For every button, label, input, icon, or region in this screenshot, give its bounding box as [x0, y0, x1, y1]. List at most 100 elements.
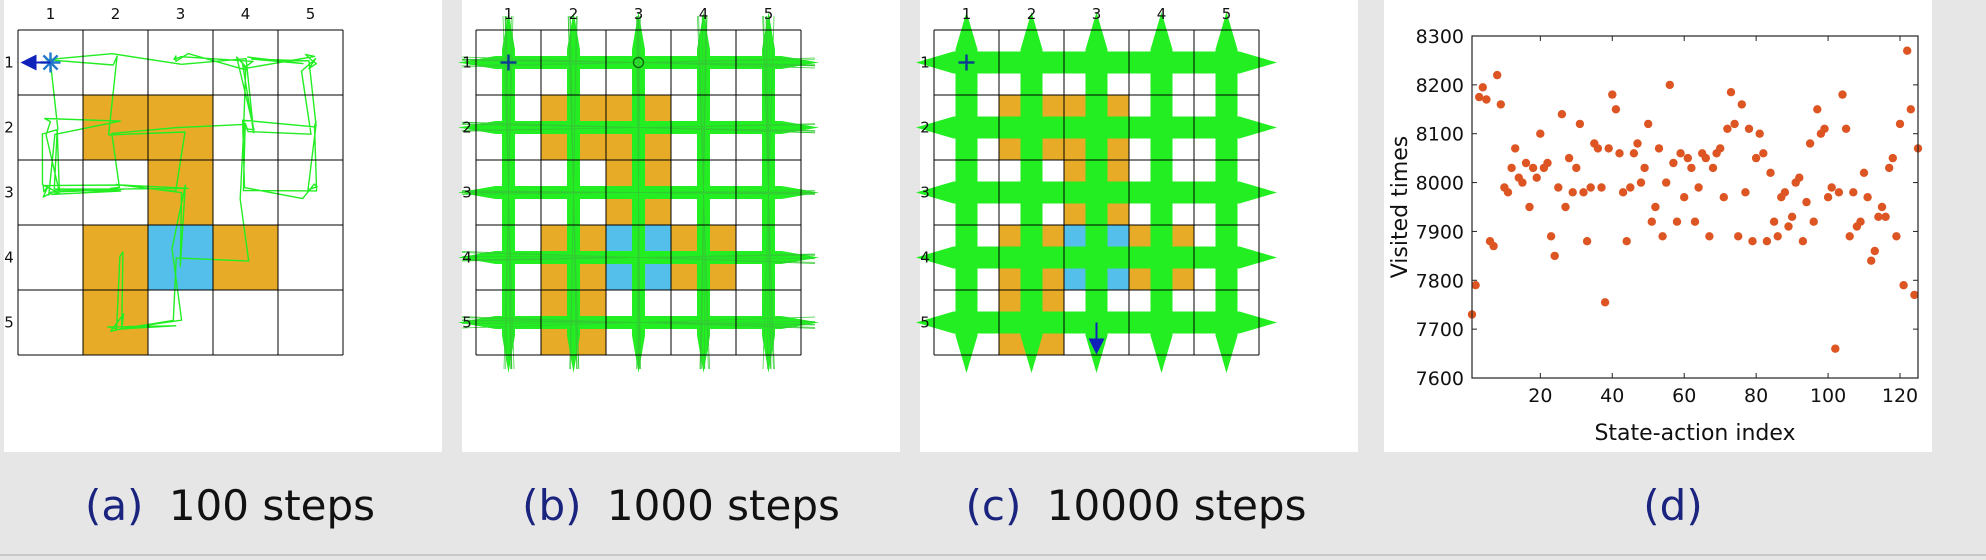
scatter-point [1730, 120, 1738, 128]
scatter-point [1565, 154, 1573, 162]
scatter-point [1608, 90, 1616, 98]
scatter-point [1630, 149, 1638, 157]
scatter-point [1824, 193, 1832, 201]
column-label: 5 [306, 5, 316, 23]
scatter-point [1705, 232, 1713, 240]
scatter-point [1831, 345, 1839, 353]
scatter-point [1896, 120, 1904, 128]
column-label: 3 [1092, 5, 1102, 23]
scatter-point [1867, 257, 1875, 265]
caption-tag: (d) [1643, 481, 1702, 530]
scatter-point [1828, 183, 1836, 191]
scatter-point [1752, 154, 1760, 162]
scatter-point [1673, 218, 1681, 226]
x-tick-label: 120 [1882, 385, 1918, 407]
scatter-point [1727, 88, 1735, 96]
scatter-point [1558, 110, 1566, 118]
scatter-point [1569, 188, 1577, 196]
scatter-point [1576, 120, 1584, 128]
scatter-point [1774, 232, 1782, 240]
row-label: 3 [4, 184, 14, 202]
scatter-point [1547, 232, 1555, 240]
scatter-point [1482, 95, 1490, 103]
scatter-point [1605, 144, 1613, 152]
captions: (a) 100 steps (b) 1000 steps (c) 10000 s… [85, 481, 1703, 530]
scatter-point [1838, 90, 1846, 98]
x-tick-label: 80 [1744, 385, 1768, 407]
scatter-point [1518, 178, 1526, 186]
scatter-point [1680, 193, 1688, 201]
scatter-point [1781, 188, 1789, 196]
scatter-point [1687, 164, 1695, 172]
caption-text: 10000 steps [1047, 481, 1307, 530]
scatter-point [1748, 237, 1756, 245]
scatter-point [1907, 105, 1915, 113]
y-tick-label: 8200 [1416, 75, 1464, 97]
scatter-point [1741, 188, 1749, 196]
scatter-point [1856, 218, 1864, 226]
scatter-point [1623, 237, 1631, 245]
column-label: 1 [962, 5, 972, 23]
caption-c: (c) 10000 steps [966, 481, 1307, 530]
row-label: 1 [462, 54, 472, 72]
scatter-point [1525, 203, 1533, 211]
scatter-point [1475, 93, 1483, 101]
scatter-point [1813, 105, 1821, 113]
caption-a: (a) 100 steps [85, 481, 375, 530]
scatter-point [1871, 247, 1879, 255]
scatter-point [1583, 237, 1591, 245]
scatter-point [1594, 144, 1602, 152]
row-label: 4 [4, 249, 14, 267]
row-label: 5 [920, 314, 930, 332]
scatter-point [1655, 144, 1663, 152]
scatter-point [1493, 71, 1501, 79]
x-tick-label: 100 [1810, 385, 1846, 407]
row-label: 3 [462, 184, 472, 202]
scatter-point [1745, 125, 1753, 133]
caption-b: (b) 1000 steps [522, 481, 840, 530]
scatter-point [1615, 149, 1623, 157]
y-tick-label: 8300 [1416, 26, 1464, 48]
scatter-point [1644, 120, 1652, 128]
scatter-point [1579, 188, 1587, 196]
scatter-point [1720, 193, 1728, 201]
caption-tag: (c) [966, 481, 1022, 530]
y-tick-label: 7900 [1416, 221, 1464, 243]
column-label: 2 [111, 5, 121, 23]
scatter-point [1842, 125, 1850, 133]
scatter-point [1709, 164, 1717, 172]
scatter-point [1489, 242, 1497, 250]
scatter-point [1738, 100, 1746, 108]
scatter-point [1658, 232, 1666, 240]
forbidden-cell [83, 225, 148, 290]
scatter-point [1666, 81, 1674, 89]
row-label: 4 [920, 249, 930, 267]
scatter-point [1522, 159, 1530, 167]
scatter-point [1788, 213, 1796, 221]
row-label: 2 [4, 119, 14, 137]
x-tick-label: 20 [1528, 385, 1552, 407]
x-tick-label: 60 [1672, 385, 1696, 407]
caption-d: (d) [1643, 481, 1702, 530]
scatter-point [1846, 232, 1854, 240]
scatter-point [1770, 218, 1778, 226]
scatter-point [1619, 188, 1627, 196]
scatter-point [1863, 193, 1871, 201]
scatter-point [1533, 174, 1541, 182]
scatter-point [1601, 298, 1609, 306]
scatter-point [1612, 105, 1620, 113]
scatter-point [1471, 281, 1479, 289]
scatter-point [1903, 47, 1911, 55]
scatter-point [1702, 154, 1710, 162]
column-label: 1 [46, 5, 56, 23]
column-label: 2 [569, 5, 579, 23]
y-axis-label: Visited times [1388, 136, 1413, 279]
panel-background [1384, 0, 1932, 452]
scatter-point [1810, 218, 1818, 226]
scatter-point [1651, 203, 1659, 211]
forbidden-cell [83, 95, 148, 160]
